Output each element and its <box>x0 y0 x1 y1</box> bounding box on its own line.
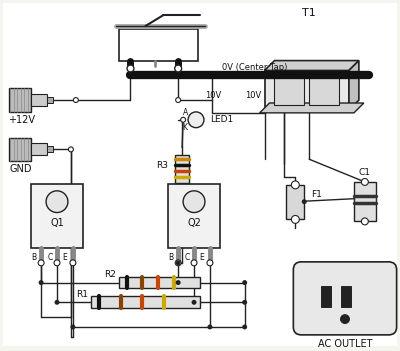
Circle shape <box>70 325 75 330</box>
Text: 10V: 10V <box>205 91 221 100</box>
Text: B: B <box>169 253 174 263</box>
Bar <box>31 184 83 248</box>
Circle shape <box>188 112 204 128</box>
Bar <box>47 146 53 152</box>
Text: E: E <box>62 253 67 263</box>
Text: GND: GND <box>10 164 32 174</box>
Circle shape <box>361 218 368 225</box>
Circle shape <box>361 179 368 185</box>
Bar <box>9 138 31 161</box>
Text: F1: F1 <box>311 190 322 199</box>
Text: R1: R1 <box>76 290 88 299</box>
Bar <box>118 29 198 61</box>
Bar <box>168 184 220 248</box>
Polygon shape <box>260 103 364 113</box>
Circle shape <box>302 199 307 204</box>
Bar <box>118 277 200 289</box>
Text: A: A <box>182 108 188 117</box>
Bar <box>341 285 351 307</box>
Bar <box>9 88 31 112</box>
Text: E: E <box>200 253 204 263</box>
Circle shape <box>127 65 134 72</box>
Text: +12V: +12V <box>8 115 35 125</box>
Circle shape <box>70 260 76 266</box>
Circle shape <box>340 314 350 324</box>
Bar <box>91 296 200 308</box>
Circle shape <box>291 181 299 189</box>
Circle shape <box>39 280 44 285</box>
Circle shape <box>291 216 299 223</box>
Circle shape <box>46 191 68 212</box>
Circle shape <box>176 280 181 285</box>
Polygon shape <box>264 71 349 110</box>
Circle shape <box>208 325 212 330</box>
Text: T1: T1 <box>302 8 316 18</box>
Circle shape <box>175 65 182 72</box>
Text: 0V (Center Tap): 0V (Center Tap) <box>222 63 287 72</box>
Bar <box>31 144 47 155</box>
Circle shape <box>176 98 181 102</box>
Text: AC OUTLET: AC OUTLET <box>318 339 372 349</box>
Circle shape <box>54 260 60 266</box>
Text: SW1: SW1 <box>146 42 170 52</box>
Circle shape <box>54 300 60 305</box>
Circle shape <box>183 191 205 212</box>
Polygon shape <box>264 61 359 71</box>
Circle shape <box>73 98 78 102</box>
Text: R2: R2 <box>104 270 116 279</box>
Circle shape <box>242 325 247 330</box>
Circle shape <box>191 260 197 266</box>
Text: LED1: LED1 <box>210 115 233 124</box>
Text: C: C <box>48 253 53 263</box>
Circle shape <box>242 300 247 305</box>
Circle shape <box>192 300 196 305</box>
Text: Q1: Q1 <box>50 218 64 229</box>
Bar <box>309 75 339 105</box>
Circle shape <box>207 260 213 266</box>
Text: R3: R3 <box>156 161 168 170</box>
Bar <box>47 97 53 103</box>
Text: Q2: Q2 <box>187 218 201 229</box>
Circle shape <box>68 147 73 152</box>
Bar <box>274 75 304 105</box>
Bar <box>321 285 331 307</box>
Circle shape <box>181 117 186 122</box>
Circle shape <box>242 280 247 285</box>
Text: C1: C1 <box>359 167 371 177</box>
Text: K: K <box>183 123 188 132</box>
Bar <box>31 94 47 106</box>
Circle shape <box>38 260 44 266</box>
Circle shape <box>175 260 181 266</box>
Bar <box>354 182 376 221</box>
Text: 10V: 10V <box>245 91 261 100</box>
Text: B: B <box>32 253 37 263</box>
Bar <box>175 155 189 183</box>
FancyBboxPatch shape <box>293 262 397 335</box>
Polygon shape <box>349 61 359 110</box>
Circle shape <box>176 260 181 265</box>
Bar <box>286 185 304 219</box>
Text: C: C <box>184 253 190 263</box>
